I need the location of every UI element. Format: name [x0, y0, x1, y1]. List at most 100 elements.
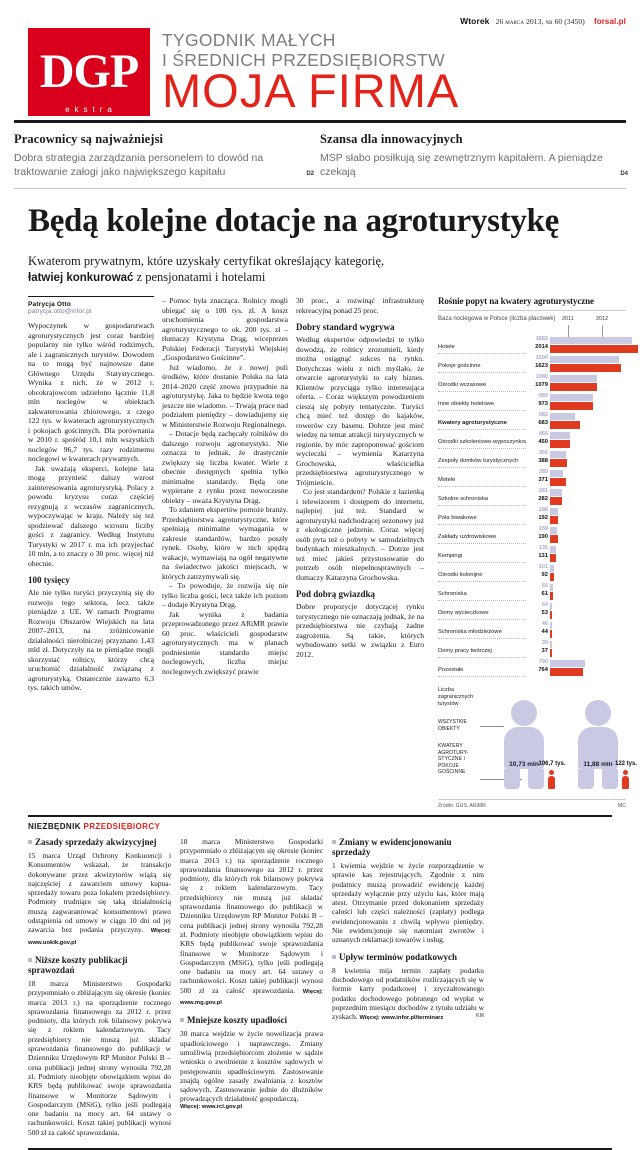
chart-row-bars	[550, 468, 626, 487]
tiny-value-agro: 106,7 tys.	[538, 761, 566, 767]
chart-row-label: Zakłady uzdrowiskowe	[438, 534, 526, 544]
site-url[interactable]: forsal.pl	[593, 17, 626, 26]
paragraph: Dobre propozycje dotyczącej rynku turyst…	[296, 602, 424, 659]
bar-2012	[550, 382, 598, 391]
byline-author: Patrycja Otto	[28, 301, 72, 308]
chart-row-label: Ośrodki wczasowe	[438, 382, 526, 392]
chart-row-bars	[550, 449, 626, 468]
niezbednik-item-body: 1 kwietnia wejdzie w życie rozporządzeni…	[332, 861, 484, 945]
tiny-figure-head-icon	[623, 770, 628, 775]
chart-value-2011: 356	[538, 450, 548, 456]
chart-row-values: 281 282	[526, 487, 550, 506]
byline-email[interactable]: patrycja.otto@infor.pl	[28, 308, 92, 315]
niezbednik-item[interactable]: Zasady sprzedaży akwizycyjnej 15 marca U…	[28, 837, 171, 948]
chart-value-2012: 192	[538, 515, 548, 521]
bar-2011	[550, 412, 576, 420]
teaser-employees[interactable]: Pracownicy są najważniejsi Dobra strateg…	[14, 132, 320, 179]
bar-2012	[550, 401, 593, 410]
niezbednik-item-body: 15 marca Urząd Ochrony Konkurencji i Kon…	[28, 851, 171, 948]
chart-row-label: Ośrodki kolonijne	[438, 572, 526, 582]
byline-rule	[28, 296, 154, 297]
chart-row: Pozostałe 790 764	[438, 658, 626, 677]
chart-row-bars	[550, 392, 626, 411]
chart-row-values: 582 683	[526, 411, 550, 430]
chart-value-2012: 61	[541, 591, 548, 597]
paragraph: Według ekspertów odpowiedzi te tylko dow…	[296, 335, 424, 487]
chart-row-bars	[550, 620, 626, 639]
kicker-line-1: TYGODNIK MAŁYCH	[162, 30, 336, 50]
chart-row-label: Domy wycieczkowe	[438, 610, 526, 620]
bar-2011	[550, 659, 585, 667]
more-link[interactable]: Więcej: www.rcl.gov.pl	[180, 1103, 243, 1110]
figure-legs	[504, 769, 544, 789]
bar-2012	[550, 477, 567, 486]
chart-row-bars	[550, 430, 626, 449]
more-link[interactable]: Więcej: www.infor.pl/terminarz	[359, 1015, 444, 1022]
chart-row-values: 159 190	[526, 525, 550, 544]
article-columns: Patrycja Otto patrycja.otto@infor.pl Wyp…	[28, 296, 430, 809]
chart-value-2012: 764	[538, 667, 548, 673]
bullet-square-icon	[180, 1018, 184, 1023]
chart-row-label: Szkolne schroniska	[438, 496, 526, 506]
niezbednik-column-2: 18 marca Ministerstwo Gospodarki przypom…	[180, 837, 332, 1144]
chart-row: Schroniska młodzieżowe 46 44	[438, 620, 626, 639]
niezbednik-item[interactable]: Mniejsze koszty upadłości 30 marca wejdz…	[180, 1015, 323, 1110]
chart-value-2011: 159	[538, 526, 548, 532]
niezbednik-item[interactable]: Niższe koszty publikacji sprawozdań 18 m…	[28, 955, 171, 1137]
niezbednik-item-body: 18 marca Ministerstwo Gospodarki przypom…	[180, 837, 323, 1008]
niezbednik-item-continuation: 18 marca Ministerstwo Gospodarki przypom…	[180, 837, 323, 1008]
paragraph: – Pomoc była znacząca. Rolnicy mogli ubi…	[162, 296, 288, 362]
lede-part-1: Kwaterom prywatnym, które uzyskały certy…	[28, 254, 385, 268]
teaser-innovation[interactable]: Szansa dla innowacyjnych MSP słabo posił…	[320, 132, 628, 179]
title-text: Mniejsze koszty upadłości	[187, 1015, 287, 1026]
bar-2011	[550, 621, 552, 629]
niezbednik-item-body: 30 marca wejdzie w życie nowelizacja pra…	[180, 1029, 323, 1103]
bar-2012	[550, 363, 621, 372]
figure-leg	[528, 769, 544, 789]
chart-title: Rośnie popyt na kwatery agroturystyczne	[438, 296, 626, 311]
chart-row-bars	[550, 658, 626, 677]
teaser-title: Pracownicy są najważniejsi	[14, 132, 164, 146]
supplement-title: MOJA FIRMA	[162, 64, 460, 117]
dateline: Wtorek 26 marca 2013, nr 60 (3450) forsa…	[460, 16, 626, 26]
teaser-divider	[14, 188, 626, 189]
figure-legs	[578, 769, 618, 789]
niezbednik-item[interactable]: Upływ terminów podatkowych 8 kwietnia mi…	[332, 952, 484, 1024]
chart-value-2011: 54	[541, 602, 548, 608]
chart-value-2012: 1079	[535, 382, 548, 388]
dgp-logo[interactable]: DGP ekstra	[28, 28, 150, 116]
niezbednik-item-title: Niższe koszty publikacji sprawozdań	[28, 955, 171, 975]
title-text: Zasady sprzedaży akwizycyjnej	[35, 837, 157, 847]
chart-row: Zakłady uzdrowiskowe 159 190	[438, 525, 626, 544]
chart-row-bars	[550, 354, 626, 373]
niezbednik-columns: Zasady sprzedaży akwizycyjnej 15 marca U…	[28, 837, 612, 1144]
chart-row-values: 1590 1623	[526, 354, 550, 373]
niezbednik-top-rule	[28, 815, 612, 817]
masthead-divider	[14, 120, 626, 123]
bar-2012	[550, 344, 638, 353]
chart-value-2012: 37	[541, 648, 548, 654]
chart-value-2011: 289	[538, 469, 548, 475]
bar-2011	[550, 393, 594, 401]
bar-2011	[550, 640, 552, 648]
teaser-text: Dobra strategia zarządzania personelem t…	[14, 152, 264, 178]
paragraph: Co jest standardem? Polskie z łazienką i…	[296, 487, 424, 582]
figure-value-all: 11,88 mln	[583, 761, 613, 768]
chart-row-values: 101 92	[526, 563, 550, 582]
paragraph: Jak uważają eksperci, kolejne lata mogą …	[28, 463, 154, 568]
figure-value-all: 10,73 mln	[509, 761, 539, 768]
bar-2012	[550, 420, 580, 429]
chart-row-values: 1883 2014	[526, 335, 550, 354]
bullet-square-icon	[332, 954, 336, 959]
bar-2012	[550, 458, 567, 467]
figure-leg	[578, 769, 594, 789]
chart-row-bars	[550, 601, 626, 620]
chart-row-label: Schroniska	[438, 591, 526, 601]
chart-row-bars	[550, 487, 626, 506]
bar-2011	[550, 450, 566, 458]
niezbednik-header: NIEZBĘDNIK PRZEDSIĘBIORCY	[28, 822, 626, 831]
chart-row: Kwatery agroturystyczne 582 683	[438, 411, 626, 430]
paragraph: Wypoczynek w gospodarstwach agroturystyc…	[28, 321, 154, 463]
bar-2012	[550, 439, 570, 448]
body-text: 30 marca wejdzie w życie nowelizacja pra…	[180, 1029, 323, 1104]
